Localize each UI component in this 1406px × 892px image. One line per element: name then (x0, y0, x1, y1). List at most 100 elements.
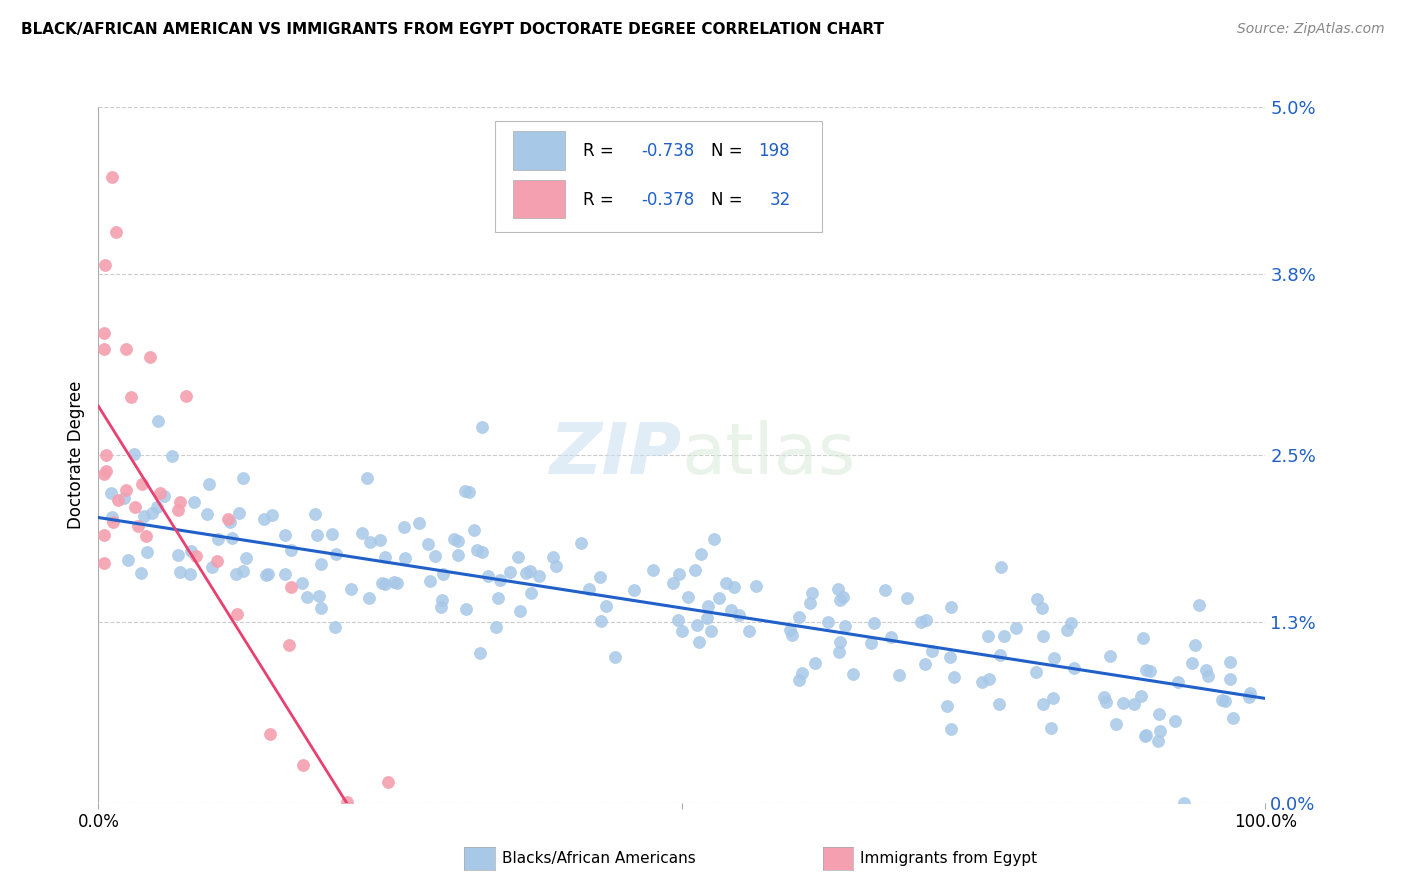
Point (325, 547, 347, 561)
Point (666, 613, 689, 627)
Point (443, 533, 465, 547)
Point (368, 533, 391, 547)
Point (309, 600, 332, 615)
Point (828, 645, 851, 659)
Point (115, 343, 138, 357)
Point (915, 613, 938, 627)
Point (94, 448, 117, 462)
Point (1031, 600, 1053, 615)
Text: R =: R = (582, 142, 619, 160)
Point (519, 564, 541, 578)
Point (1056, 624, 1078, 638)
Point (385, 576, 408, 591)
Point (148, 486, 170, 500)
Point (186, 549, 208, 563)
Point (842, 666, 865, 681)
Point (700, 624, 723, 638)
Point (943, 670, 966, 684)
Point (291, 575, 314, 590)
Point (392, 520, 415, 534)
Point (728, 607, 751, 622)
Point (371, 576, 394, 591)
Point (167, 549, 190, 563)
Point (127, 518, 149, 533)
Point (174, 389, 197, 403)
Point (101, 510, 124, 524)
Point (832, 591, 855, 605)
Point (661, 575, 683, 590)
Point (1005, 621, 1028, 635)
Point (1215, 694, 1237, 708)
Text: Source: ZipAtlas.com: Source: ZipAtlas.com (1237, 22, 1385, 37)
Point (1197, 669, 1219, 683)
Point (304, 507, 326, 521)
Point (941, 722, 963, 736)
Point (1147, 707, 1170, 722)
Point (254, 568, 277, 582)
Point (489, 574, 512, 588)
Point (939, 650, 962, 665)
Point (374, 577, 396, 591)
Point (1026, 592, 1049, 607)
Point (160, 449, 183, 463)
Point (228, 506, 250, 520)
Text: Immigrants from Egypt: Immigrants from Egypt (860, 852, 1038, 866)
Point (94, 464, 117, 478)
Point (295, 590, 318, 604)
Point (1135, 728, 1157, 742)
Point (454, 483, 477, 498)
FancyBboxPatch shape (495, 121, 823, 232)
Point (569, 536, 592, 550)
Text: R =: R = (582, 191, 619, 209)
Point (589, 570, 612, 584)
Point (1040, 721, 1063, 735)
Point (1092, 690, 1115, 704)
Point (801, 586, 824, 600)
Point (703, 532, 725, 546)
Point (117, 553, 139, 567)
Point (221, 531, 243, 545)
Point (456, 602, 478, 616)
Point (508, 550, 530, 565)
Point (990, 560, 1012, 574)
Point (671, 624, 693, 638)
Point (595, 599, 617, 613)
Point (167, 503, 190, 517)
Point (690, 547, 713, 561)
FancyBboxPatch shape (513, 131, 565, 169)
Point (141, 506, 163, 520)
Text: 32: 32 (769, 191, 790, 209)
Point (217, 512, 239, 526)
Point (471, 420, 494, 434)
Point (357, 591, 380, 605)
Point (887, 667, 910, 681)
Point (1222, 711, 1244, 725)
Point (709, 591, 731, 605)
Point (1032, 629, 1054, 643)
Point (94, 258, 117, 272)
Point (605, 649, 627, 664)
Point (527, 569, 550, 583)
Point (668, 567, 690, 582)
Point (1188, 598, 1211, 612)
Point (515, 566, 537, 580)
Point (910, 615, 932, 629)
Point (148, 414, 170, 428)
Point (225, 566, 247, 581)
Point (676, 590, 699, 604)
Point (374, 550, 396, 565)
Point (696, 611, 718, 625)
Point (120, 390, 142, 404)
Point (1219, 656, 1241, 670)
Point (382, 575, 405, 590)
Point (218, 515, 240, 529)
Point (1112, 696, 1135, 710)
Point (862, 615, 884, 630)
Point (352, 525, 374, 540)
Point (697, 599, 720, 613)
Point (323, 620, 346, 634)
Point (308, 589, 330, 603)
Text: -0.738: -0.738 (641, 142, 695, 160)
Text: -0.378: -0.378 (641, 191, 695, 209)
Point (745, 579, 768, 593)
